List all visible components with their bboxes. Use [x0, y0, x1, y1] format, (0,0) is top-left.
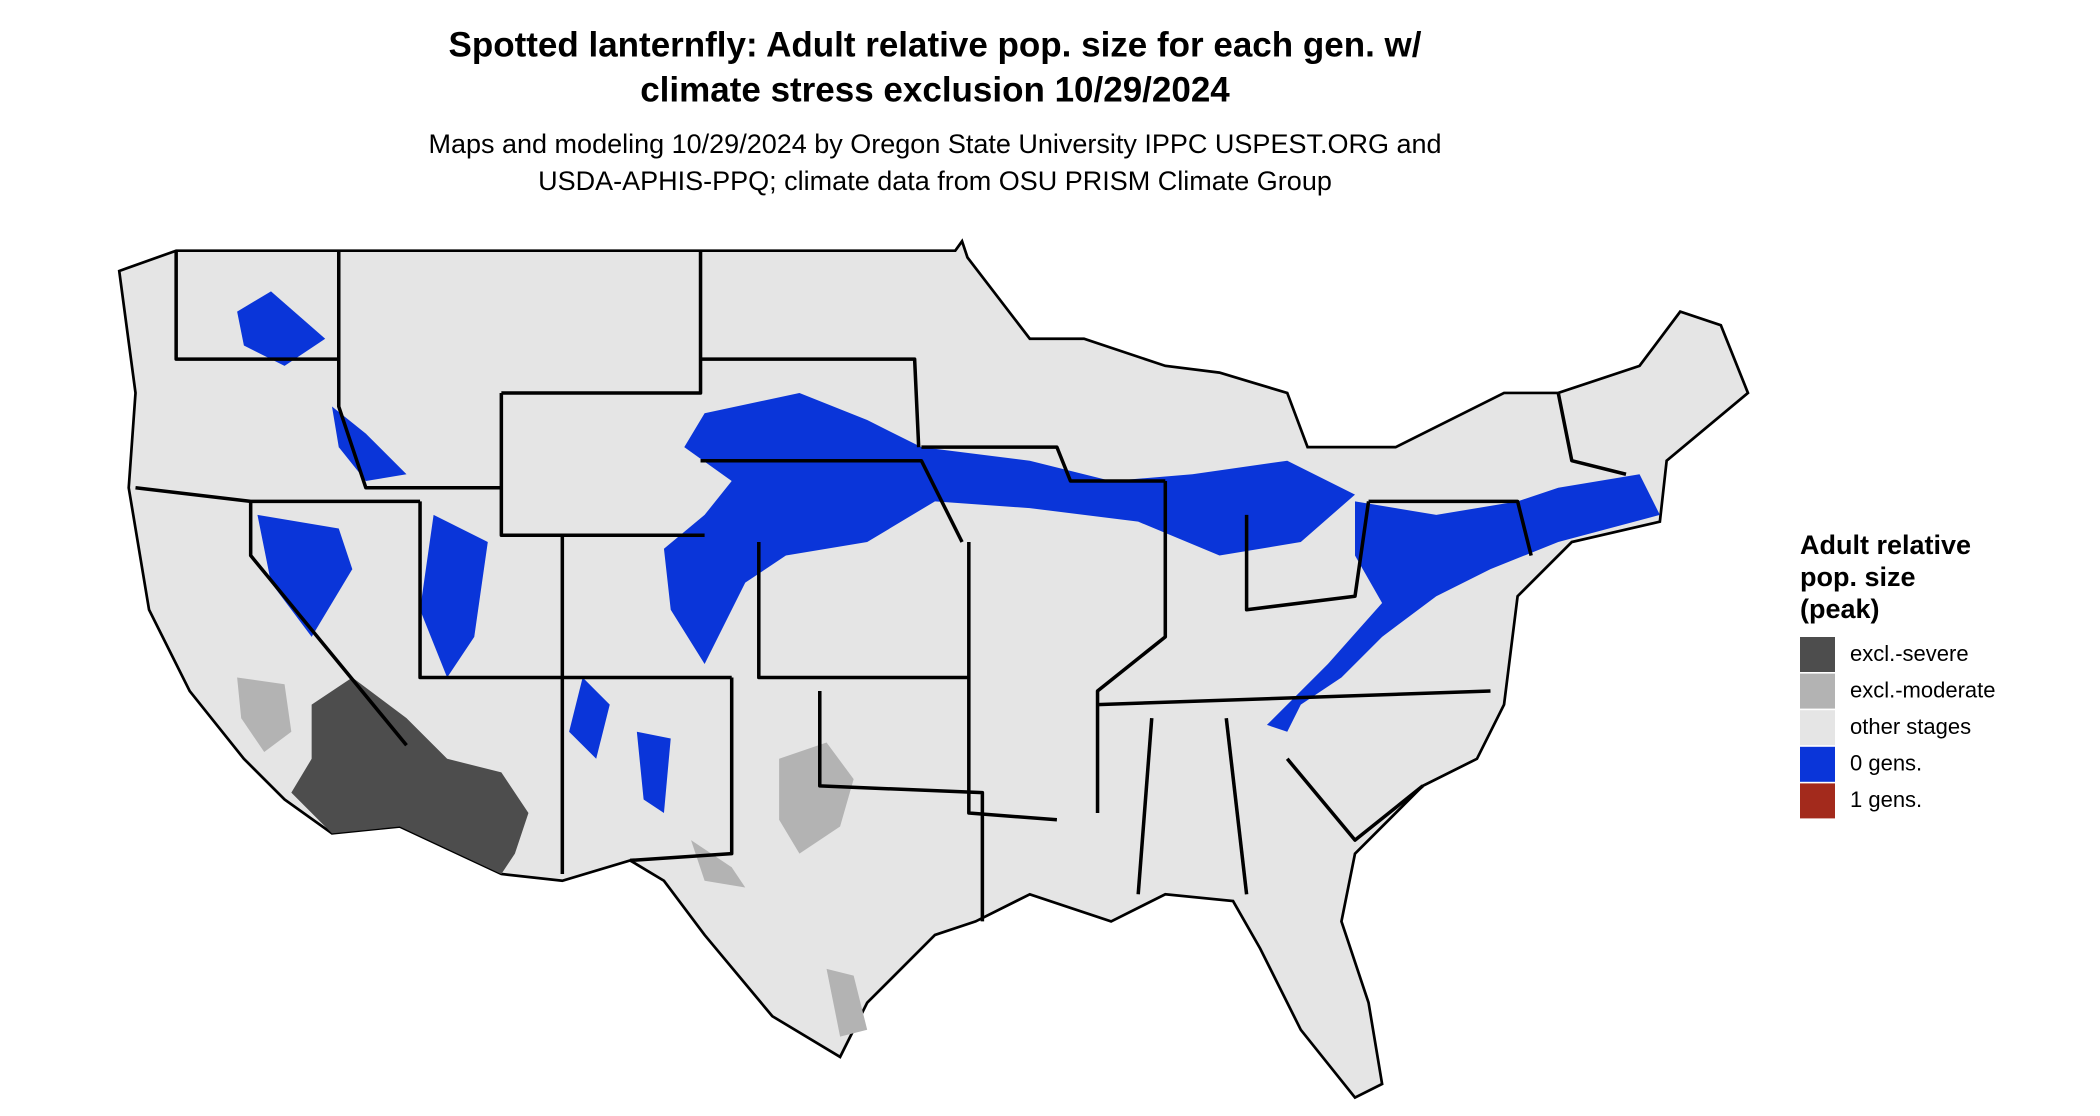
subtitle: USDA-APHIS-PPQ; climate data from OSU PR…: [538, 166, 1332, 196]
legend: excl.-severe excl.-moderate other stages 0 …: [1800, 637, 1996, 819]
moderate-areas: [237, 677, 868, 1037]
region: [636, 731, 671, 813]
legend-swatch: [1800, 637, 1835, 672]
region: [779, 742, 854, 854]
region: [569, 677, 610, 759]
legend-label: excl.-severe: [1850, 641, 1969, 666]
map: [117, 238, 1750, 1100]
legend-swatch: [1800, 746, 1835, 782]
legend-title: pop. size: [1800, 562, 1916, 592]
region: [237, 677, 292, 753]
legend-swatch: [1800, 710, 1835, 746]
region: [257, 514, 353, 637]
region: [237, 291, 326, 366]
legend-title: Adult relative: [1800, 530, 1971, 560]
title: Spotted lanternfly: Adult relative pop. …: [448, 25, 1421, 64]
region: [420, 514, 488, 678]
legend-swatch: [1800, 673, 1835, 709]
us-land: [117, 238, 1750, 1100]
legend-label: 1 gens.: [1850, 787, 1922, 812]
legend-swatch: [1800, 783, 1835, 819]
legend-label: excl.-moderate: [1850, 677, 1996, 702]
region: [291, 677, 529, 874]
legend-label: 0 gens.: [1850, 751, 1922, 776]
region: [691, 840, 746, 888]
title: climate stress exclusion 10/29/2024: [640, 70, 1230, 109]
legend-title: (peak): [1800, 594, 1880, 624]
region: [1266, 474, 1660, 732]
legend-label: other stages: [1850, 714, 1971, 739]
region: [826, 968, 868, 1037]
subtitle: Maps and modeling 10/29/2024 by Oregon S…: [428, 129, 1441, 159]
state-borders: [135, 250, 1627, 922]
region: [331, 406, 407, 482]
